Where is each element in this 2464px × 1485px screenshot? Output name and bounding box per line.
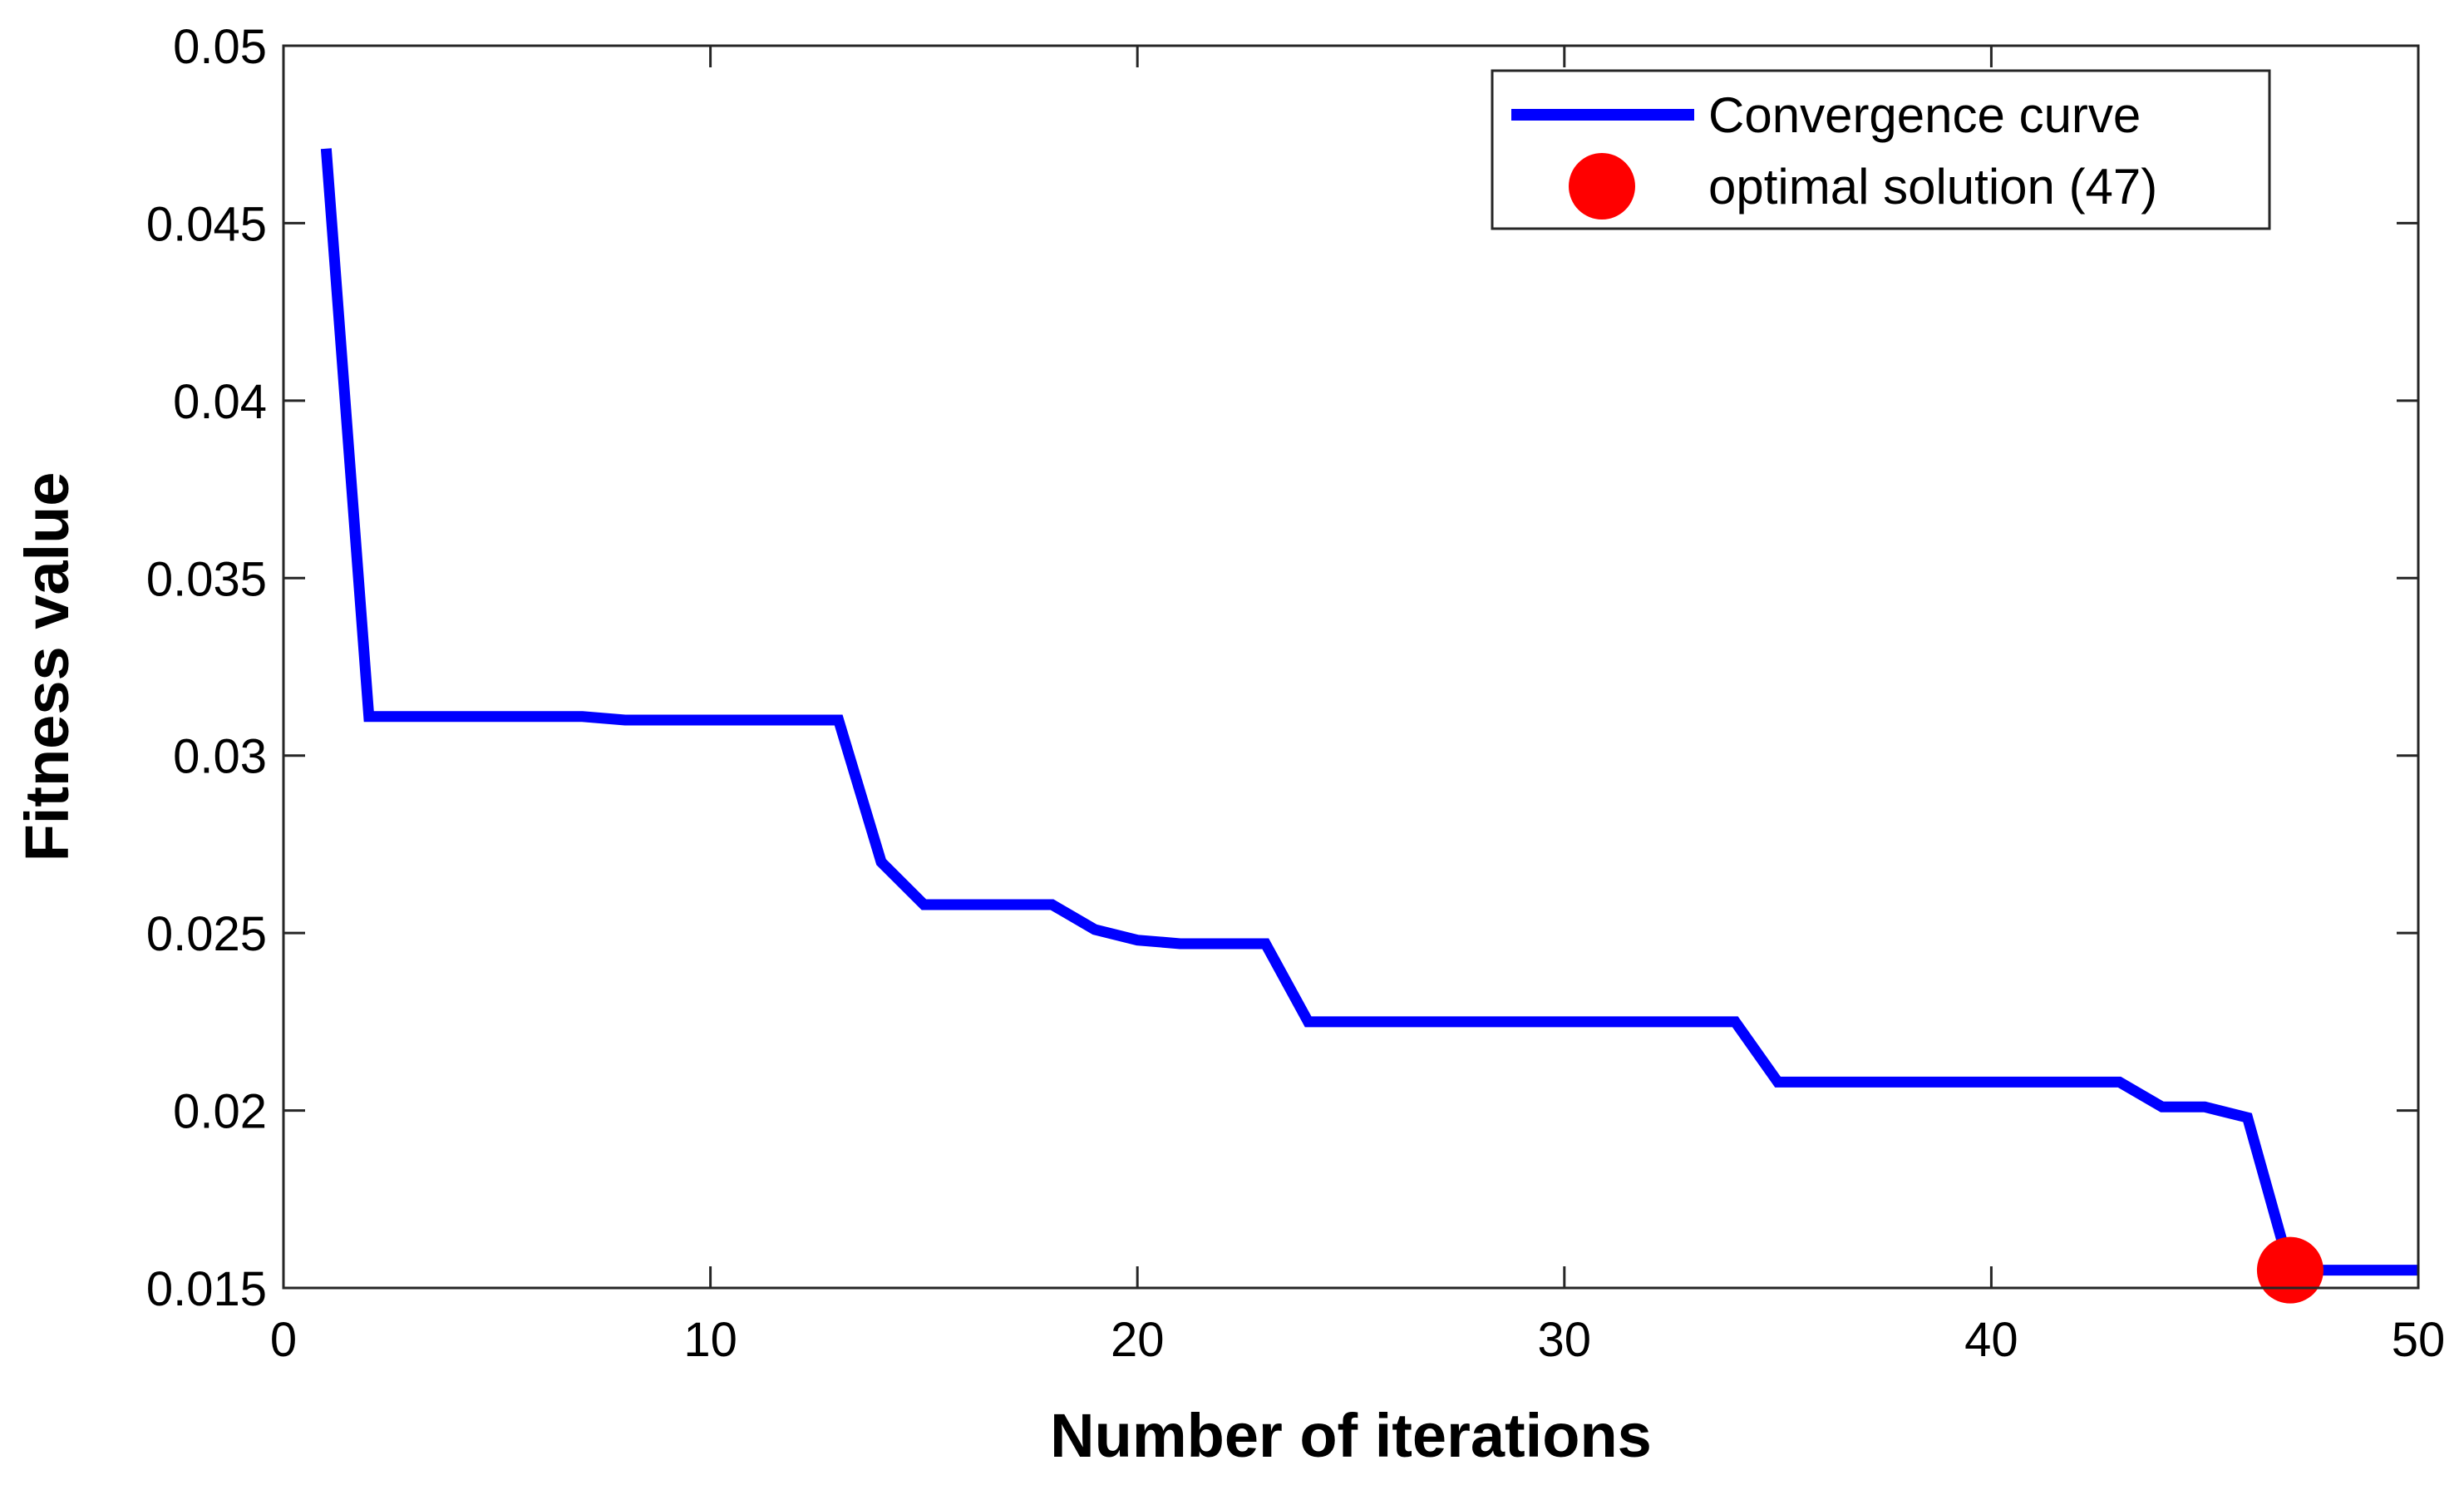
legend-label-convergence-curve: Convergence curve <box>1708 87 2141 143</box>
ticks-layer <box>282 44 2420 1290</box>
y-tick-label: 0.025 <box>146 907 267 961</box>
x-tick-label: 10 <box>683 1313 737 1367</box>
x-tick-label: 30 <box>1538 1313 1592 1367</box>
convergence-curve-line <box>320 148 2418 1276</box>
y-tick-label: 0.04 <box>173 375 267 429</box>
y-tick-label: 0.05 <box>173 20 267 74</box>
legend: Convergence curve optimal solution (47) <box>1491 69 2271 230</box>
x-tick-label: 50 <box>2392 1313 2446 1367</box>
y-axis-title: Fitness value <box>12 472 81 862</box>
plot-frame <box>282 44 2420 1290</box>
y-tick-label: 0.015 <box>146 1262 267 1316</box>
labels-layer: 0 10 20 30 40 50 0.015 0.02 0.025 0.03 0.035 0.04 0.… <box>146 20 2445 1367</box>
y-tick-label: 0.035 <box>146 552 267 606</box>
x-tick-label: 20 <box>1111 1313 1165 1367</box>
y-tick-label: 0.02 <box>173 1085 267 1139</box>
legend-marker-swatch <box>1569 153 1635 220</box>
legend-label-optimal-solution: optimal solution (47) <box>1708 159 2157 215</box>
y-tick-label: 0.045 <box>146 197 267 251</box>
x-tick-label: 40 <box>1964 1313 2018 1367</box>
optimal-solution-marker <box>2256 1236 2324 1304</box>
data-layer <box>320 148 2418 1304</box>
x-axis-title: Number of iterations <box>1050 1401 1652 1470</box>
y-tick-label: 0.03 <box>173 730 267 784</box>
x-tick-label: 0 <box>270 1313 297 1367</box>
